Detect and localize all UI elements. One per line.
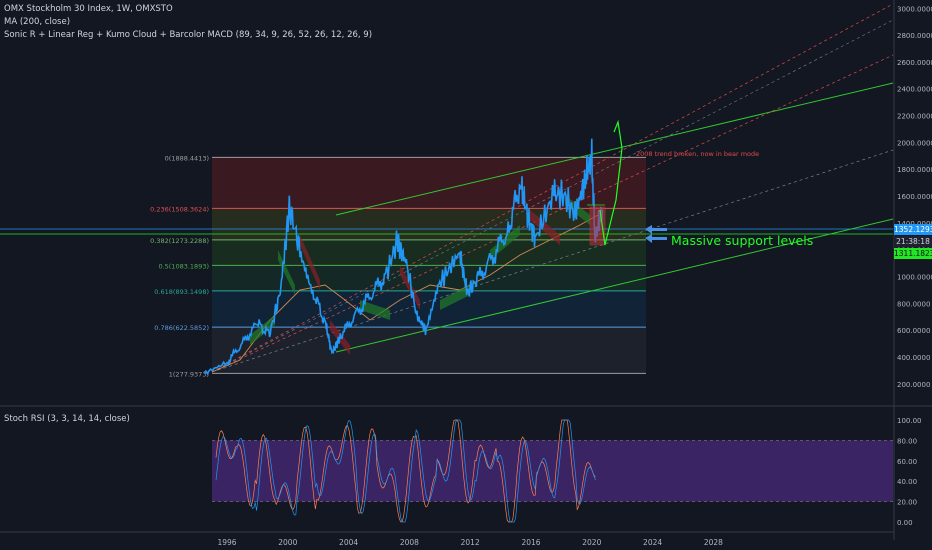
symbol-title[interactable]: OMX Stockholm 30 Index, 1W, OMXSTO: [4, 4, 173, 14]
sonic-band: [400, 265, 420, 310]
trend-annotation[interactable]: 2008 trend broken, now in bear mode: [636, 150, 760, 158]
fib-band: [212, 157, 646, 209]
ma-indicator-label[interactable]: MA (200, close): [4, 17, 71, 27]
stoch-rsi-pane: [212, 419, 893, 523]
channel-upper-line: [335, 82, 894, 216]
stoch-axis-tick: 60.00: [897, 458, 917, 466]
price-axis-tick: 2200.0000: [897, 113, 932, 121]
price-axis-tick: 800.0000: [897, 300, 930, 308]
fib-band: [212, 327, 646, 374]
median-line-grey-2: [211, 19, 894, 373]
projection-overlay[interactable]: [587, 119, 667, 246]
time-axis-tick: 2020: [582, 538, 601, 547]
stoch-axis-tick: 0.00: [897, 519, 913, 527]
fib-level-label: 0.5(1083.1893): [158, 262, 209, 270]
price-axis-tick: 2600.0000: [897, 59, 932, 67]
fib-level-label: 0.786(622.5852): [154, 324, 209, 332]
time-axis-tick: 2004: [339, 538, 358, 547]
time-axis-tick: 1996: [217, 538, 236, 547]
grid: [0, 228, 893, 235]
fib-band: [212, 239, 646, 266]
price-axis-tick: 2800.0000: [897, 32, 932, 40]
sonic-band: [440, 285, 470, 310]
fib-band: [212, 265, 646, 291]
median-line-grey-1: [211, 149, 894, 373]
time-axis-tick: 2012: [461, 538, 480, 547]
fib-level-label: 0.382(1273.2288): [150, 237, 209, 245]
projection-line-red-2: [211, 54, 894, 373]
price-axis-tick: 400.0000: [897, 354, 930, 362]
price-axis-tick: 1600.0000: [897, 193, 932, 201]
price-tag-timer: 21:38:18: [894, 236, 932, 247]
trend-channel[interactable]: [211, 3, 894, 373]
price-axis-tick: 3000.0000: [897, 5, 932, 13]
stoch-axis-tick: 100.00: [897, 417, 922, 425]
fib-level-label: 0.618(893.1498): [154, 288, 209, 296]
price-tag-upper: 1352.1293: [894, 224, 932, 235]
stoch-axis-tick: 80.00: [897, 437, 917, 445]
price-series: [203, 138, 604, 376]
time-axis-tick: 2016: [521, 538, 540, 547]
sonic-band: [530, 210, 560, 245]
fib-level-label: 0.236(1508.3624): [150, 205, 209, 213]
price-axis-tick: 2400.0000: [897, 86, 932, 94]
projection-path[interactable]: [599, 147, 623, 246]
time-axis-tick: 2028: [704, 538, 723, 547]
stoch-rsi-label[interactable]: Stoch RSI (3, 3, 14, 14, close): [4, 414, 130, 424]
price-axis-tick: 2000.0000: [897, 139, 932, 147]
channel-lower-line: [335, 218, 894, 353]
arrow-upper[interactable]: [645, 225, 667, 234]
sonic-indicator-label[interactable]: Sonic R + Linear Reg + Kumo Cloud + Barc…: [4, 30, 373, 40]
price-axis-tick: 1000.0000: [897, 274, 932, 282]
stoch-axis-tick: 20.00: [897, 499, 917, 507]
price-line[interactable]: [203, 138, 604, 376]
sonic-band: [300, 235, 320, 290]
time-axis-tick: 2008: [400, 538, 419, 547]
arrow-lower[interactable]: [645, 234, 667, 243]
price-axis-tick: 1400.0000: [897, 220, 932, 228]
price-axis-tick: 600.0000: [897, 327, 930, 335]
sonic-band: [360, 300, 390, 320]
support-annotation[interactable]: Massive support levels: [671, 233, 814, 248]
fib-level-label: 1(277.9373): [169, 370, 209, 378]
time-axis-tick: 2024: [643, 538, 662, 547]
price-tag-lower: 1311.1823: [894, 248, 932, 259]
sonic-band: [278, 250, 295, 295]
time-axis-tick: 2000: [278, 538, 297, 547]
ma-200-line: [211, 214, 599, 373]
price-axis-tick: 200.0000: [897, 381, 930, 389]
stoch-k-line: [215, 419, 596, 523]
projection-arrowhead[interactable]: [613, 119, 623, 149]
stoch-axis-tick: 40.00: [897, 478, 917, 486]
fibonacci-retracement[interactable]: 0(1888.4413) 0.236(1508.3624) 0.382(1273.2…: [150, 154, 646, 378]
price-axis-tick: 1800.0000: [897, 166, 932, 174]
fib-level-label: 0(1888.4413): [165, 154, 209, 162]
